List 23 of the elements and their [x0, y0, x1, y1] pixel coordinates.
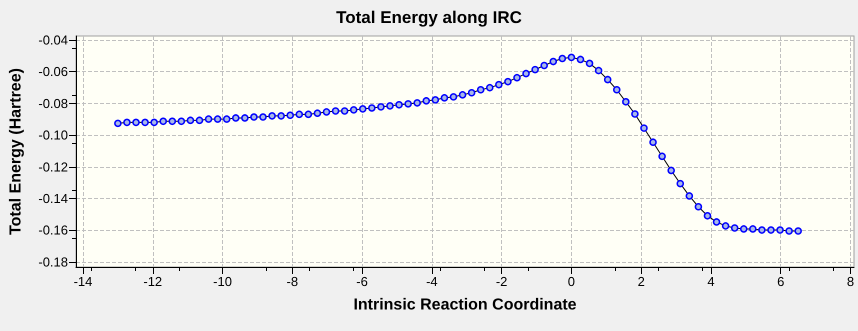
y-tick-label: -0.14 [38, 191, 68, 206]
y-tick-label: -0.10 [38, 128, 68, 143]
x-tick-label: -2 [496, 274, 508, 289]
x-tick-label: -10 [213, 274, 232, 289]
y-tick-label: -0.18 [38, 254, 68, 270]
x-tick-label: -8 [286, 274, 298, 289]
x-tick-label: -6 [356, 274, 368, 289]
y-tick-label: -0.12 [38, 159, 68, 174]
y-tick-label: -0.06 [38, 64, 68, 80]
x-tick-label: 8 [846, 274, 854, 289]
x-axis-title: Intrinsic Reaction Coordinate [353, 296, 577, 314]
chart-title: Total Energy along IRC [336, 8, 522, 27]
x-tick-label: 0 [568, 274, 576, 289]
y-tick-label: -0.04 [38, 32, 68, 48]
x-tick-label: -14 [74, 274, 92, 289]
x-tick-label: 6 [777, 274, 784, 289]
y-tick-label: -0.08 [38, 96, 68, 111]
x-tick-label: -12 [143, 274, 162, 289]
y-axis-title: Total Energy (Hartree) [8, 68, 24, 235]
y-tick-label: -0.16 [38, 222, 68, 238]
x-tick-label: 4 [707, 274, 715, 289]
x-tick-label: -4 [426, 274, 438, 289]
x-tick-label: 2 [638, 274, 645, 289]
